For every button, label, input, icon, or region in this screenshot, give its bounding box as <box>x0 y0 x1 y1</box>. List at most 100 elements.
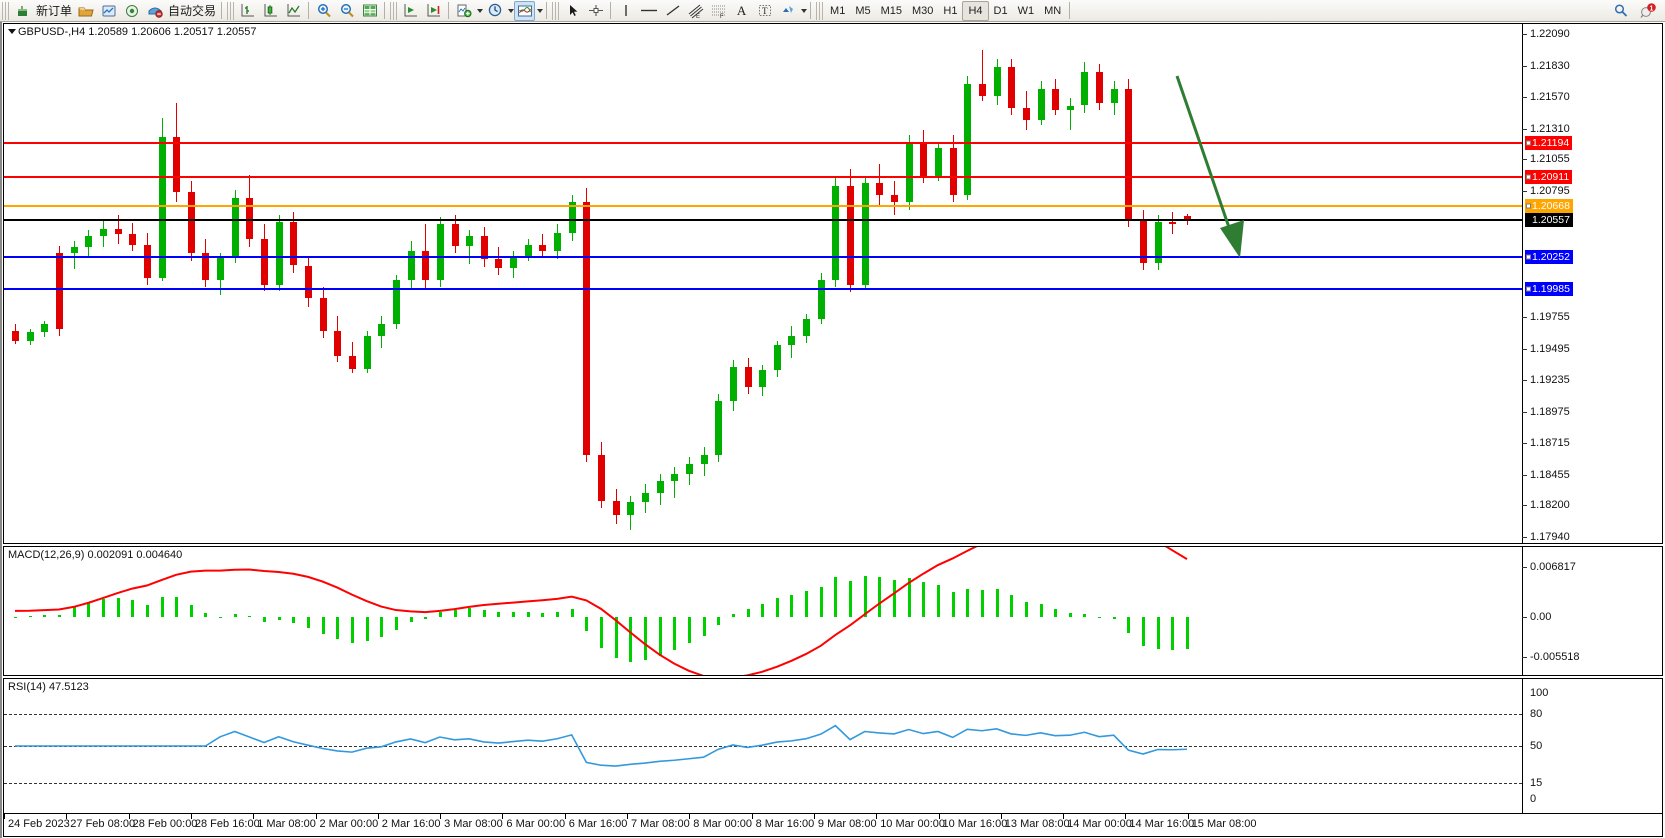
main-toolbar: 新订单 自动交易 <box>0 0 1665 22</box>
zoom-out-icon[interactable] <box>335 1 358 21</box>
data-window-icon[interactable] <box>358 1 381 21</box>
candlestick <box>231 24 239 543</box>
resistance-1-tag[interactable]: 1.20911 <box>1525 169 1573 184</box>
macd-histogram-bar <box>233 613 237 617</box>
price-tick-label: 1.21310 <box>1530 122 1570 135</box>
new-order-label[interactable]: 新订单 <box>36 4 73 18</box>
shift-start-icon[interactable] <box>399 1 422 21</box>
candle-body <box>246 197 254 239</box>
macd-histogram-bar <box>468 608 472 617</box>
candle-body <box>1110 88 1118 104</box>
candlestick <box>656 24 664 543</box>
macd-pane[interactable]: MACD(12,26,9) 0.002091 0.004640 0.006817… <box>3 546 1663 676</box>
toolbar-grip[interactable] <box>2 1 9 20</box>
toolbar-grip-3[interactable] <box>390 1 398 20</box>
pivot-line[interactable] <box>4 205 1522 208</box>
period-icon[interactable] <box>483 1 506 21</box>
add-indicator-chevron-down-icon[interactable] <box>477 8 484 13</box>
rsi-pane[interactable]: RSI(14) 47.5123 100 80 50 15 0 <box>3 678 1663 814</box>
timeframe-m1[interactable]: M1 <box>830 4 846 17</box>
candle-body <box>378 323 386 336</box>
candle-body <box>788 335 796 346</box>
toolbar-grip-5[interactable] <box>816 1 824 20</box>
level-handle-icon[interactable] <box>1526 254 1531 260</box>
macd-histogram-bar <box>761 603 765 617</box>
zoom-in-icon[interactable] <box>312 1 335 21</box>
price-tick-label: 1.21570 <box>1530 91 1570 104</box>
timeframe-mn[interactable]: MN <box>1044 4 1062 17</box>
add-indicator-icon[interactable] <box>452 1 475 21</box>
down-trend-arrow[interactable] <box>1172 70 1262 270</box>
resistance-2-tag[interactable]: 1.21194 <box>1525 135 1573 150</box>
support-1-tag[interactable]: 1.20252 <box>1525 249 1573 264</box>
hline-icon[interactable] <box>637 1 661 21</box>
text-icon[interactable]: A <box>736 2 747 18</box>
candlestick <box>158 24 166 543</box>
candle-body <box>305 265 312 299</box>
candle-body <box>187 191 195 254</box>
candle-body <box>832 185 840 281</box>
macd-plot-area[interactable] <box>4 547 1522 675</box>
templates-icon[interactable] <box>514 0 536 21</box>
toolbar-grip-4[interactable] <box>552 1 560 20</box>
bar-chart-icon[interactable] <box>236 1 259 21</box>
shapes-chevron-down-icon[interactable] <box>801 8 808 13</box>
macd-histogram-bar <box>160 596 164 617</box>
level-handle-icon[interactable] <box>1526 203 1531 209</box>
candlestick <box>832 24 840 543</box>
macd-histogram-bar <box>28 615 32 617</box>
alerts-icon[interactable]: 1 <box>1636 1 1659 21</box>
label-icon[interactable]: T <box>753 1 776 21</box>
support-1-line[interactable] <box>4 255 1522 258</box>
period-chevron-down-icon[interactable] <box>508 8 515 13</box>
shapes-icon[interactable] <box>776 1 799 21</box>
level-handle-icon[interactable] <box>1526 140 1531 146</box>
support-2-tag[interactable]: 1.19985 <box>1525 282 1573 297</box>
vline-icon[interactable] <box>614 1 637 21</box>
macd-histogram-bar <box>1171 616 1175 651</box>
price-plot-area[interactable] <box>4 24 1522 543</box>
line-chart-icon[interactable] <box>282 1 305 21</box>
candle-body <box>847 185 855 285</box>
autotrading-label[interactable]: 自动交易 <box>168 4 217 18</box>
time-tick-label: 28 Feb 00:00 <box>132 818 198 830</box>
search-icon[interactable] <box>1609 1 1632 21</box>
resistance-2-line[interactable] <box>4 141 1522 144</box>
candlestick <box>803 24 811 543</box>
timeframe-h4[interactable]: H4 <box>962 0 989 21</box>
timeframe-m30[interactable]: M30 <box>912 4 934 17</box>
time-tick-mark <box>253 814 255 819</box>
price-pane[interactable]: GBPUSD-,H4 1.20589 1.20606 1.20517 1.205… <box>3 23 1663 544</box>
macd-histogram-bar <box>101 598 105 617</box>
support-2-line[interactable] <box>4 288 1522 291</box>
fibonacci-icon[interactable]: F <box>707 1 730 21</box>
pivot-tag[interactable]: 1.20668 <box>1525 199 1573 214</box>
current-price-line[interactable] <box>4 218 1522 221</box>
trendline-icon[interactable] <box>661 1 684 21</box>
folder-icon[interactable] <box>74 1 97 21</box>
chart-collapse-chevron-down-icon[interactable] <box>8 29 16 34</box>
navigator-icon[interactable] <box>120 1 143 21</box>
cursor-icon[interactable] <box>561 1 584 21</box>
crosshair-icon[interactable] <box>584 1 607 21</box>
timeframe-h1[interactable]: H1 <box>943 4 958 17</box>
resistance-1-line[interactable] <box>4 175 1522 178</box>
level-handle-icon[interactable] <box>1526 174 1531 180</box>
candlestick-chart-icon[interactable] <box>259 1 282 21</box>
current-price-tag[interactable]: 1.20557 <box>1525 212 1573 227</box>
timeframe-d1[interactable]: D1 <box>993 4 1008 17</box>
equidistant-channel-icon[interactable]: E <box>684 1 707 21</box>
time-axis[interactable]: 24 Feb 2023 27 Feb 08:00 28 Feb 00:00 28 Fe… <box>3 814 1663 837</box>
templates-chevron-down-icon[interactable] <box>537 8 544 13</box>
rsi-plot-area[interactable] <box>4 679 1522 813</box>
shift-end-icon[interactable] <box>422 1 445 21</box>
candle-body <box>173 137 181 192</box>
timeframe-w1[interactable]: W1 <box>1017 4 1035 17</box>
toolbar-grip-2[interactable] <box>227 1 235 20</box>
level-handle-icon[interactable] <box>1526 286 1531 292</box>
timeframe-m15[interactable]: M15 <box>880 4 902 17</box>
market-watch-icon[interactable] <box>97 1 120 21</box>
new-order-icon[interactable] <box>11 1 34 21</box>
timeframe-m5[interactable]: M5 <box>855 4 871 17</box>
autotrading-icon[interactable] <box>143 1 166 21</box>
